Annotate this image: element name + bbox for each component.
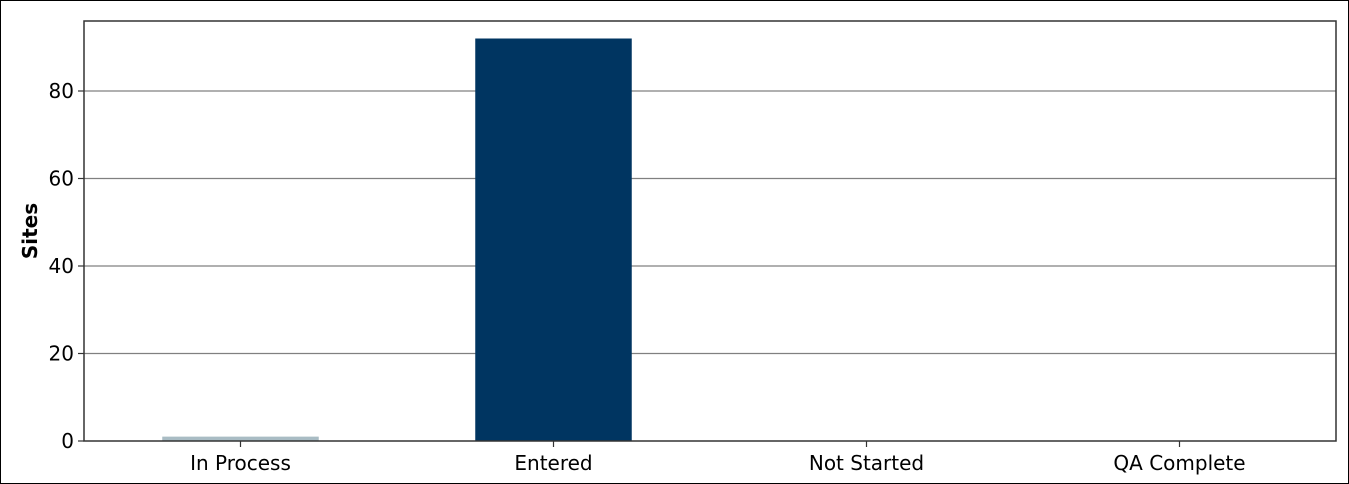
x-tick-label: Entered xyxy=(514,451,592,475)
y-tick-label: 80 xyxy=(49,79,74,103)
plot-area-border xyxy=(83,20,1337,442)
x-axis-ticks: In Process Entered Not Started QA Complete xyxy=(190,441,1246,475)
y-axis-ticks: 0 20 40 60 80 xyxy=(49,79,84,453)
y-axis-title: Sites xyxy=(18,203,42,259)
bar-entered xyxy=(475,38,632,441)
x-tick-label: QA Complete xyxy=(1113,451,1245,475)
y-tick-label: 20 xyxy=(49,342,74,366)
x-tick-label: Not Started xyxy=(809,451,924,475)
y-tick-label: 60 xyxy=(49,167,74,191)
y-tick-label: 0 xyxy=(61,429,74,453)
y-tick-label: 40 xyxy=(49,254,74,278)
bar-in-process xyxy=(162,436,319,441)
grid-lines xyxy=(84,90,1336,355)
x-tick-label: In Process xyxy=(190,451,291,475)
bars xyxy=(162,38,632,441)
